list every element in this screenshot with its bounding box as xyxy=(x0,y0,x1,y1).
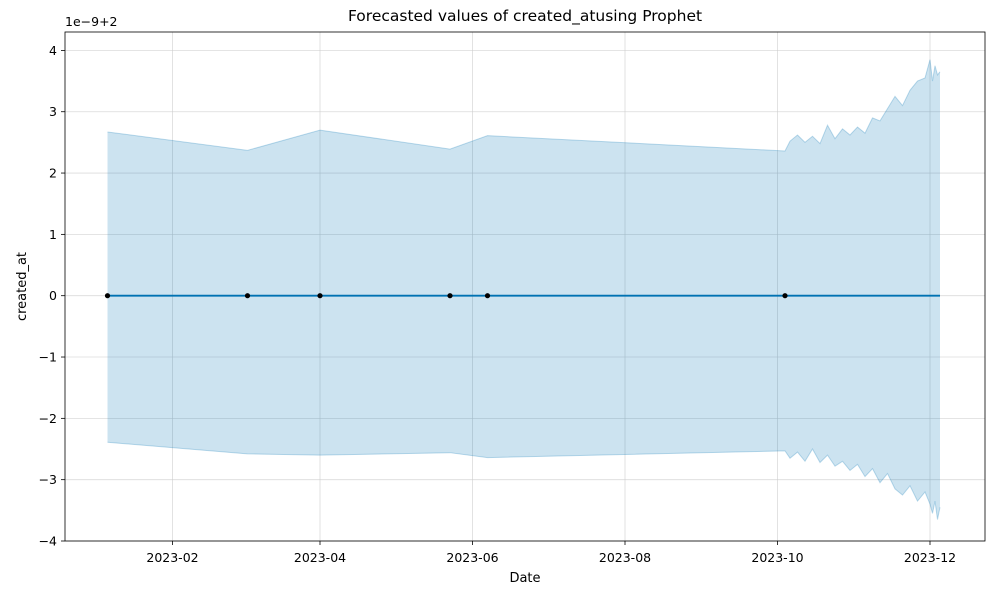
x-tick-label: 2023-02 xyxy=(146,550,198,565)
y-tick-label: −1 xyxy=(39,350,57,365)
x-axis-ticks: 2023-02 2023-04 2023-06 2023-08 2023-10 2023-… xyxy=(146,541,956,565)
observed-point xyxy=(104,293,111,299)
observed-point xyxy=(782,293,788,299)
y-tick-label: 1 xyxy=(49,227,57,242)
x-tick-label: 2023-10 xyxy=(751,550,803,565)
observed-points xyxy=(104,293,788,299)
x-axis-title: Date xyxy=(509,571,540,586)
interval-lower-edge xyxy=(107,441,941,520)
x-tick-label: 2023-08 xyxy=(599,550,651,565)
y-tick-label: 2 xyxy=(49,166,57,181)
observed-point xyxy=(447,293,453,299)
x-tick-label: 2023-12 xyxy=(904,550,956,565)
uncertainty-interval-band xyxy=(107,59,940,520)
x-tick-label: 2023-04 xyxy=(294,550,346,565)
y-tick-label: 3 xyxy=(49,104,57,119)
y-axis-title: created_at xyxy=(15,252,30,321)
y-tick-label: −4 xyxy=(39,534,57,549)
plot-frame xyxy=(64,31,986,542)
y-tick-label: −2 xyxy=(39,411,57,426)
observed-point xyxy=(484,293,491,299)
y-tick-label: 0 xyxy=(49,288,57,303)
y-axis-ticks: 4 3 2 1 0 −1 −2 −3 −4 xyxy=(39,43,65,549)
y-tick-label: −3 xyxy=(39,472,57,487)
interval-upper-edge xyxy=(107,59,941,152)
observed-point xyxy=(317,293,323,299)
y-tick-label: 4 xyxy=(49,43,57,58)
y-axis-offset-label: 1e−9+2 xyxy=(65,14,118,29)
chart-title: Forecasted values of created_atusing Pro… xyxy=(348,7,702,26)
observed-point xyxy=(244,293,251,299)
x-tick-label: 2023-06 xyxy=(446,550,498,565)
